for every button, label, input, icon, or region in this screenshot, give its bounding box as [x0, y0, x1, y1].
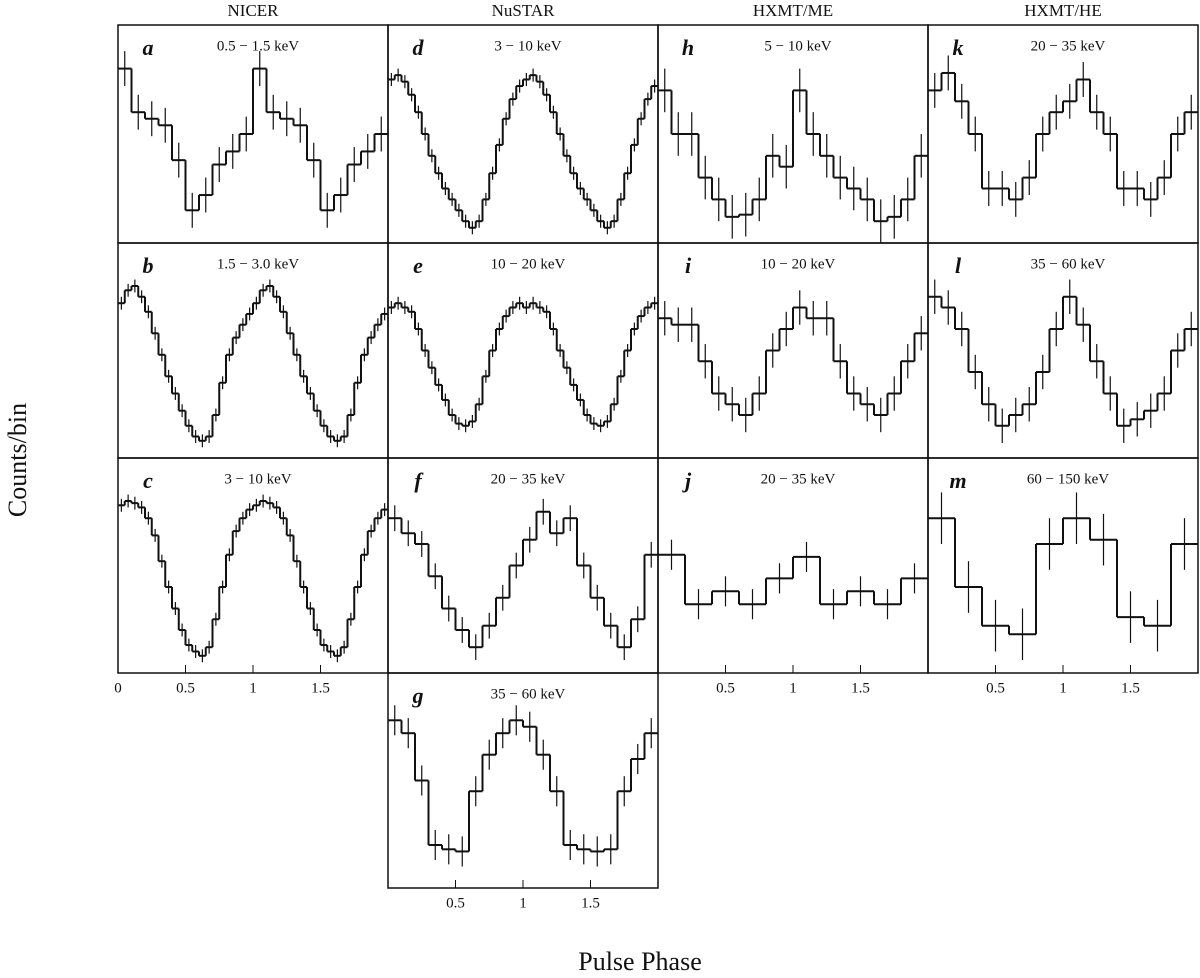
column-title: HXMT/ME	[753, 1, 833, 20]
panel-letter: l	[955, 253, 962, 278]
panel-letter: k	[953, 35, 964, 60]
panel-letter: h	[682, 35, 694, 60]
panel-title: 35 − 60 keV	[491, 686, 566, 702]
x-tick-label: 1	[519, 895, 527, 911]
x-tick-label: 0	[114, 680, 122, 696]
panel-letter: d	[413, 35, 425, 60]
panel-letter: g	[412, 683, 424, 708]
panel-letter: a	[143, 35, 154, 60]
panel-title: 3 − 10 keV	[494, 38, 561, 54]
y-axis-label: Counts/bin	[3, 403, 32, 517]
x-tick-label: 0.5	[986, 680, 1005, 696]
x-tick-label: 1.5	[581, 895, 600, 911]
x-tick-label: 1	[249, 680, 257, 696]
panel-title: 10 − 20 keV	[761, 256, 836, 272]
panel-title: 5 − 10 keV	[764, 38, 831, 54]
panel-letter: m	[949, 468, 966, 493]
x-tick-label: 1.5	[851, 680, 870, 696]
panel-title: 20 − 35 keV	[1031, 38, 1106, 54]
x-tick-label: 1	[789, 680, 797, 696]
column-title: NuSTAR	[492, 1, 556, 20]
panel-title: 35 − 60 keV	[1031, 256, 1106, 272]
panel-letter: f	[414, 468, 424, 493]
panel-title: 20 − 35 keV	[761, 471, 836, 487]
panel-title: 10 − 20 keV	[491, 256, 566, 272]
panel-title: 0.5 − 1.5 keV	[217, 38, 299, 54]
x-tick-label: 0.5	[716, 680, 735, 696]
panel-title: 3 − 10 keV	[224, 471, 291, 487]
panel-letter: b	[143, 253, 154, 278]
x-tick-label: 1.5	[311, 680, 330, 696]
x-tick-label: 1	[1059, 680, 1067, 696]
x-tick-label: 1.5	[1121, 680, 1140, 696]
column-title: NICER	[228, 1, 280, 20]
panel-title: 20 − 35 keV	[491, 471, 566, 487]
panel-letter: j	[682, 468, 692, 493]
x-tick-label: 0.5	[446, 895, 465, 911]
panel-letter: i	[685, 253, 692, 278]
x-tick-label: 0.5	[176, 680, 195, 696]
x-axis-label: Pulse Phase	[578, 947, 702, 976]
panel-letter: c	[143, 468, 153, 493]
column-title: HXMT/HE	[1024, 1, 1101, 20]
panel-letter: e	[413, 253, 423, 278]
panel-title: 60 − 150 keV	[1027, 471, 1109, 487]
panel-title: 1.5 − 3.0 keV	[217, 256, 299, 272]
